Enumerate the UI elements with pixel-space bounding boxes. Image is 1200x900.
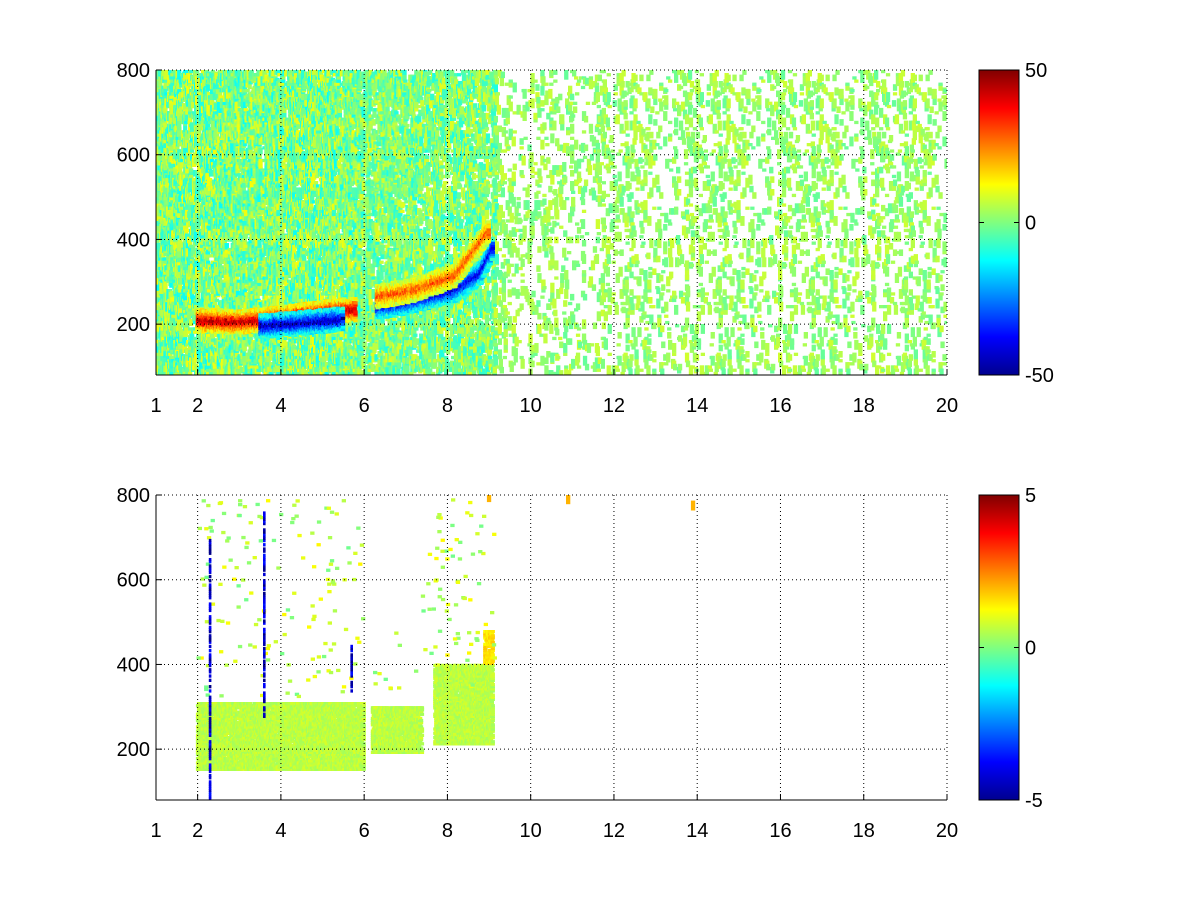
heatmap-cell: [163, 89, 167, 92]
heatmap-cell: [246, 89, 250, 92]
heatmap-cell: [174, 238, 178, 241]
heatmap-cell: [187, 311, 191, 314]
heatmap-cell: [257, 283, 261, 286]
heatmap-cell: [188, 327, 192, 330]
heatmap-cell: [206, 261, 210, 264]
heatmap-cell: [193, 337, 197, 340]
heatmap-cell: [179, 305, 183, 308]
heatmap-cell: [189, 175, 193, 178]
heatmap-cell: [197, 251, 201, 254]
heatmap-cell: [208, 178, 212, 181]
heatmap-cell: [190, 149, 194, 152]
heatmap-cell: [171, 70, 175, 73]
heatmap-cell: [218, 276, 222, 279]
heatmap-cell: [196, 226, 200, 229]
heatmap-cell: [206, 84, 210, 91]
heatmap-cell: [170, 356, 174, 359]
heatmap-cell: [258, 159, 262, 169]
heatmap-cell: [258, 148, 262, 155]
heatmap-cell: [249, 337, 253, 340]
heatmap-cell: [187, 331, 191, 334]
heatmap-cell: [260, 168, 264, 171]
heatmap-cell: [257, 280, 261, 283]
heatmap-cell: [209, 170, 213, 177]
heatmap-cell: [197, 92, 201, 95]
heatmap-cell: [185, 229, 189, 232]
heatmap-cell: [171, 315, 175, 318]
heatmap-cell: [184, 334, 188, 337]
heatmap-cells: [154, 67, 948, 379]
heatmap-cell: [189, 168, 193, 171]
heatmap-cell: [265, 292, 269, 295]
heatmap-cell: [184, 327, 188, 330]
heatmap-cell: [177, 121, 181, 131]
heatmap-cell: [179, 153, 183, 156]
heatmap-cell: [219, 95, 223, 98]
heatmap-cell: [205, 257, 209, 260]
heatmap-cell: [215, 299, 219, 302]
heatmap-cell: [244, 245, 248, 248]
heatmap-cell: [235, 276, 239, 279]
